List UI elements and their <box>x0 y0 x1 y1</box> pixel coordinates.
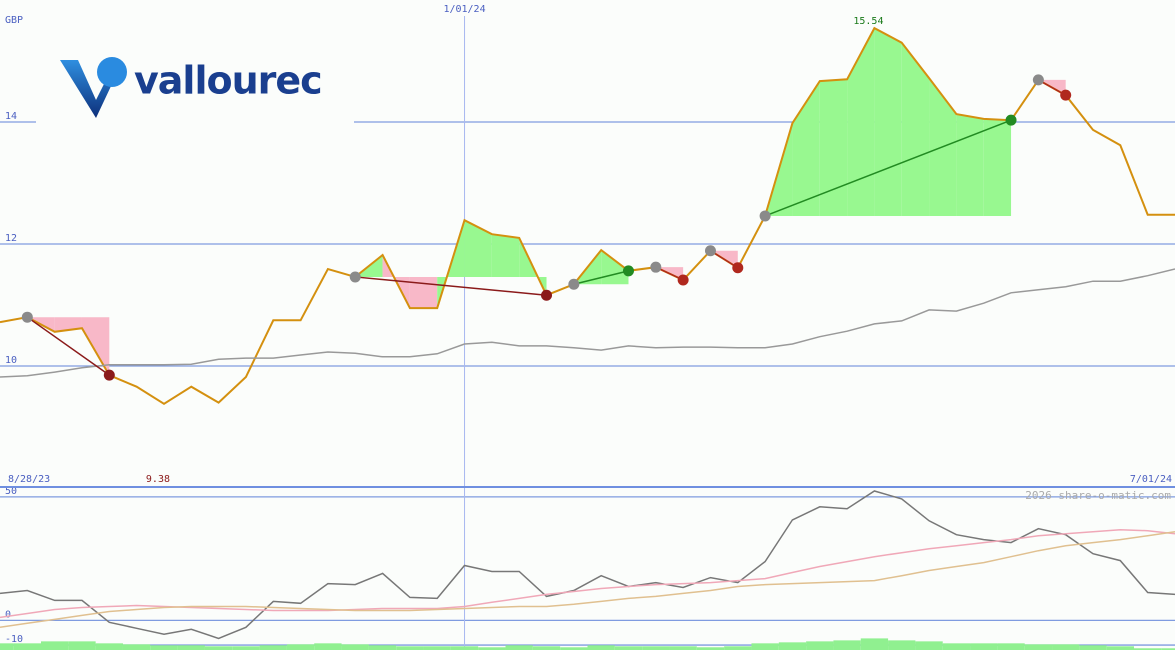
y-tick-label: 12 <box>5 233 17 244</box>
bar <box>396 646 424 650</box>
bar <box>532 646 561 650</box>
trade-line <box>573 270 629 285</box>
trade-fill <box>491 234 520 277</box>
bar <box>259 645 287 650</box>
bar <box>833 640 861 650</box>
trade-exit <box>732 262 744 274</box>
trade-exit <box>677 274 689 286</box>
bar <box>778 642 807 650</box>
series-line <box>0 268 1175 378</box>
trade-fill <box>464 220 492 277</box>
bar <box>204 646 233 650</box>
bar <box>1106 646 1135 650</box>
bar <box>368 645 397 650</box>
logo-text: vallourec <box>134 59 322 103</box>
x-tick-label: 1/01/24 <box>443 4 485 15</box>
trade-fill <box>819 79 848 216</box>
x-tick-label: 8/28/23 <box>8 474 50 485</box>
trade-line <box>355 276 547 296</box>
series-line <box>0 490 1175 640</box>
y-tick-label: 50 <box>5 486 17 497</box>
bar <box>1024 644 1053 650</box>
bar <box>1134 648 1162 650</box>
bar <box>505 645 533 650</box>
bar <box>942 643 971 650</box>
bar <box>341 644 369 650</box>
y-tick-label: -10 <box>5 634 23 645</box>
logo-mark <box>60 60 112 118</box>
bar <box>232 646 260 650</box>
trade-fill <box>847 28 875 216</box>
bar <box>40 641 69 650</box>
bar <box>95 643 123 650</box>
bar <box>614 646 643 650</box>
trade-entry <box>21 311 33 323</box>
trade-line <box>764 119 1012 217</box>
trade-fill <box>81 317 110 376</box>
trade-fill <box>874 28 902 216</box>
series-line <box>0 26 1175 405</box>
bar <box>286 644 315 650</box>
bar <box>587 645 615 650</box>
trade-fill <box>956 114 984 216</box>
series-line <box>0 528 1175 619</box>
bar <box>13 643 41 650</box>
bar <box>860 638 889 650</box>
trade-fill <box>409 276 438 309</box>
bar <box>806 641 834 650</box>
trade-entry <box>349 271 361 283</box>
trade-fill <box>983 118 1012 216</box>
trade-fill <box>901 42 930 216</box>
trade-entry <box>759 210 771 222</box>
bar <box>724 646 752 650</box>
bar <box>68 641 96 650</box>
bar <box>970 643 998 650</box>
bar <box>888 640 916 650</box>
bar <box>1161 648 1175 650</box>
bar <box>696 647 725 650</box>
bar <box>314 643 342 650</box>
trade-fill <box>792 81 820 216</box>
bar <box>751 643 779 650</box>
unit-label: GBP <box>5 15 23 26</box>
trade-entry <box>704 245 716 257</box>
trade-line <box>26 316 110 376</box>
bar <box>997 643 1025 650</box>
y-tick-label: 14 <box>5 111 17 122</box>
bar <box>642 646 670 650</box>
trade-exit <box>1005 114 1017 126</box>
logo: vallourec <box>36 45 354 133</box>
y-tick-label: 0 <box>5 609 11 620</box>
trade-entry <box>568 278 580 290</box>
bar <box>560 647 588 650</box>
y-tick-label: 10 <box>5 355 17 366</box>
bar <box>150 645 178 650</box>
bar <box>450 646 479 650</box>
bar <box>423 646 451 650</box>
credit: 2026 share-o-matic.com <box>1025 489 1171 502</box>
bar <box>122 644 151 650</box>
bar <box>915 641 943 650</box>
trade-exit <box>622 265 634 277</box>
bar <box>1052 644 1080 650</box>
logo-dot <box>97 57 127 87</box>
bar <box>177 645 205 650</box>
series-line <box>0 530 1175 629</box>
bar <box>1079 645 1107 650</box>
bar <box>0 643 14 650</box>
trade-entry <box>1032 74 1044 86</box>
trade-exit <box>103 369 115 381</box>
trade-entry <box>650 261 662 273</box>
trade-exit <box>541 289 553 301</box>
trade-exit <box>1060 89 1072 101</box>
low-label: 9.38 <box>146 474 170 485</box>
bar <box>478 647 506 650</box>
x-tick-label: 7/01/24 <box>1130 474 1172 485</box>
high-label: 15.54 <box>853 16 883 27</box>
bar <box>669 646 697 650</box>
